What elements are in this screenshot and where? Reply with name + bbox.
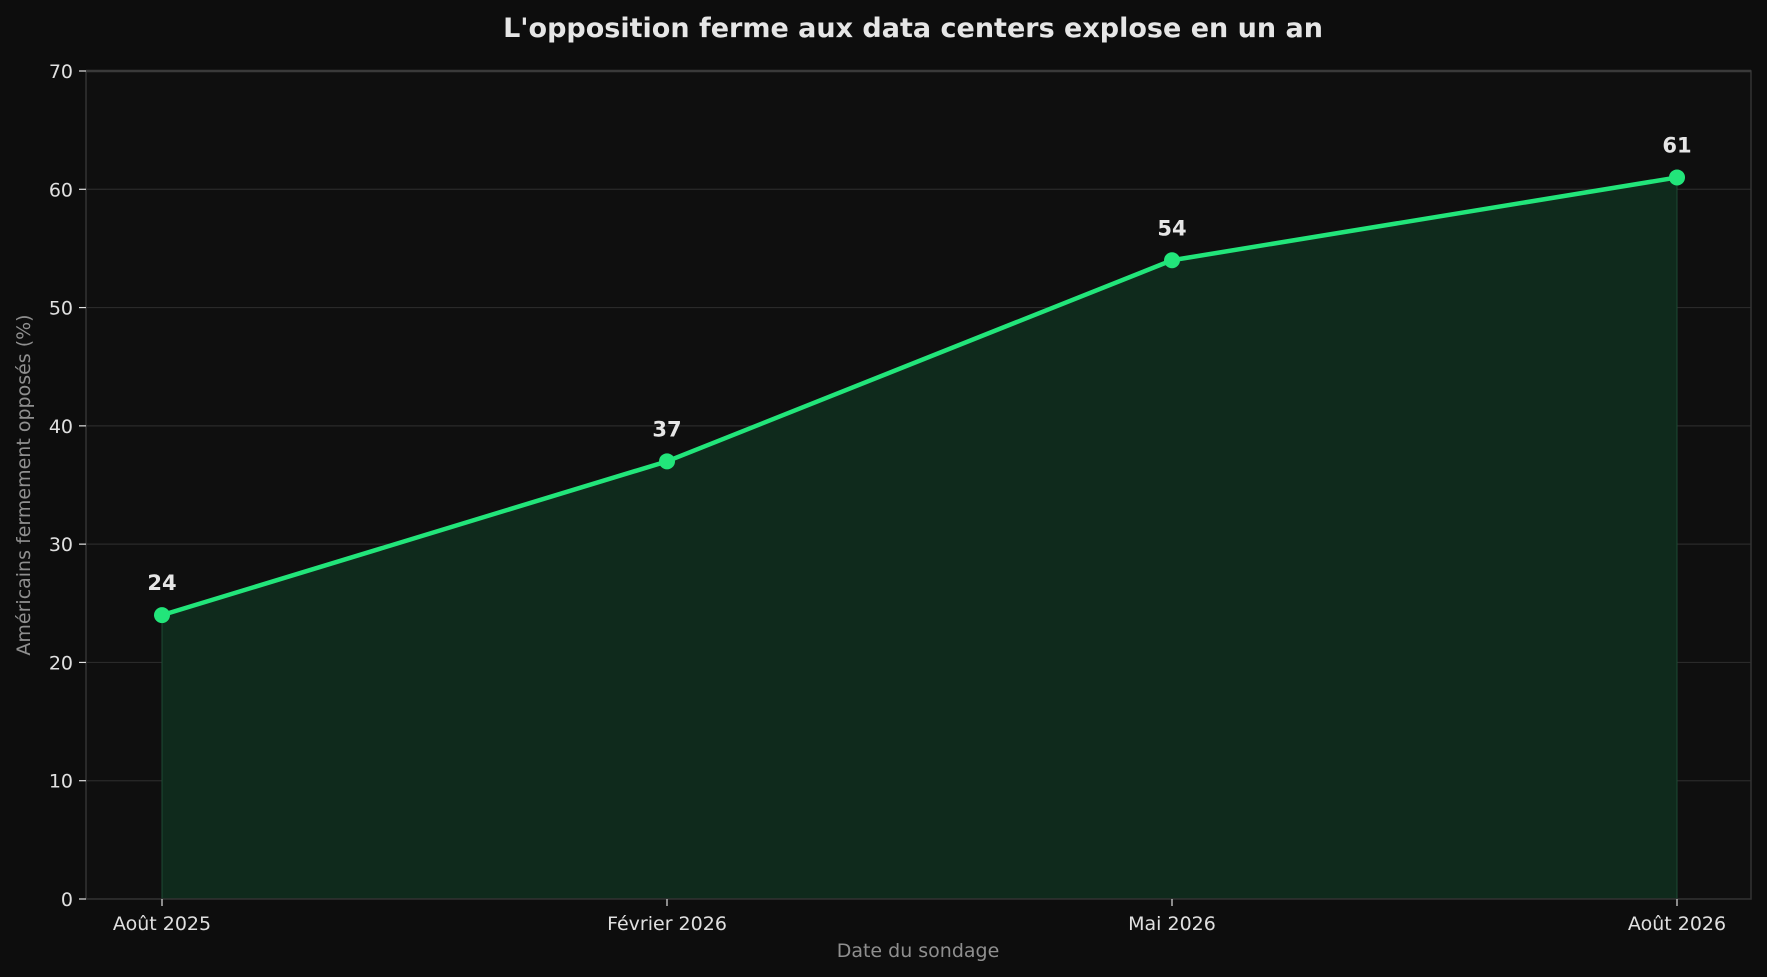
y-tick-label: 50 (49, 298, 73, 320)
series-line (159, 175, 1680, 618)
data-label: 24 (147, 571, 176, 595)
y-tick-label: 70 (49, 61, 73, 83)
y-tick-label: 20 (49, 652, 73, 674)
x-axis-label: Date du sondage (837, 940, 1000, 962)
x-tick-label: Mai 2026 (1128, 913, 1216, 935)
data-label: 61 (1662, 133, 1691, 157)
x-tick-label: Février 2026 (607, 913, 727, 935)
data-markers (154, 169, 1685, 624)
data-point (659, 453, 675, 470)
y-tick-label: 40 (49, 416, 73, 438)
data-label: 54 (1157, 216, 1186, 240)
data-point (1669, 169, 1685, 186)
data-labels: 24 37 54 61 (147, 133, 1691, 595)
axis-ticks: 0 10 20 30 40 50 60 70 Août 2025 Février 2026 Mai … (49, 61, 1726, 935)
data-label: 37 (652, 417, 681, 441)
data-point (154, 607, 170, 624)
data-point (1164, 252, 1180, 269)
y-tick-label: 0 (61, 889, 73, 911)
y-tick-label: 10 (49, 771, 73, 793)
chart-title: L'opposition ferme aux data centers expl… (503, 13, 1323, 44)
x-tick-label: Août 2025 (113, 913, 211, 935)
x-tick-label: Août 2026 (1628, 913, 1726, 935)
y-tick-label: 30 (49, 534, 73, 556)
y-tick-label: 60 (49, 179, 73, 201)
y-axis-label: Américains fermement opposés (%) (13, 314, 35, 655)
axes-spines (85, 69, 1752, 900)
